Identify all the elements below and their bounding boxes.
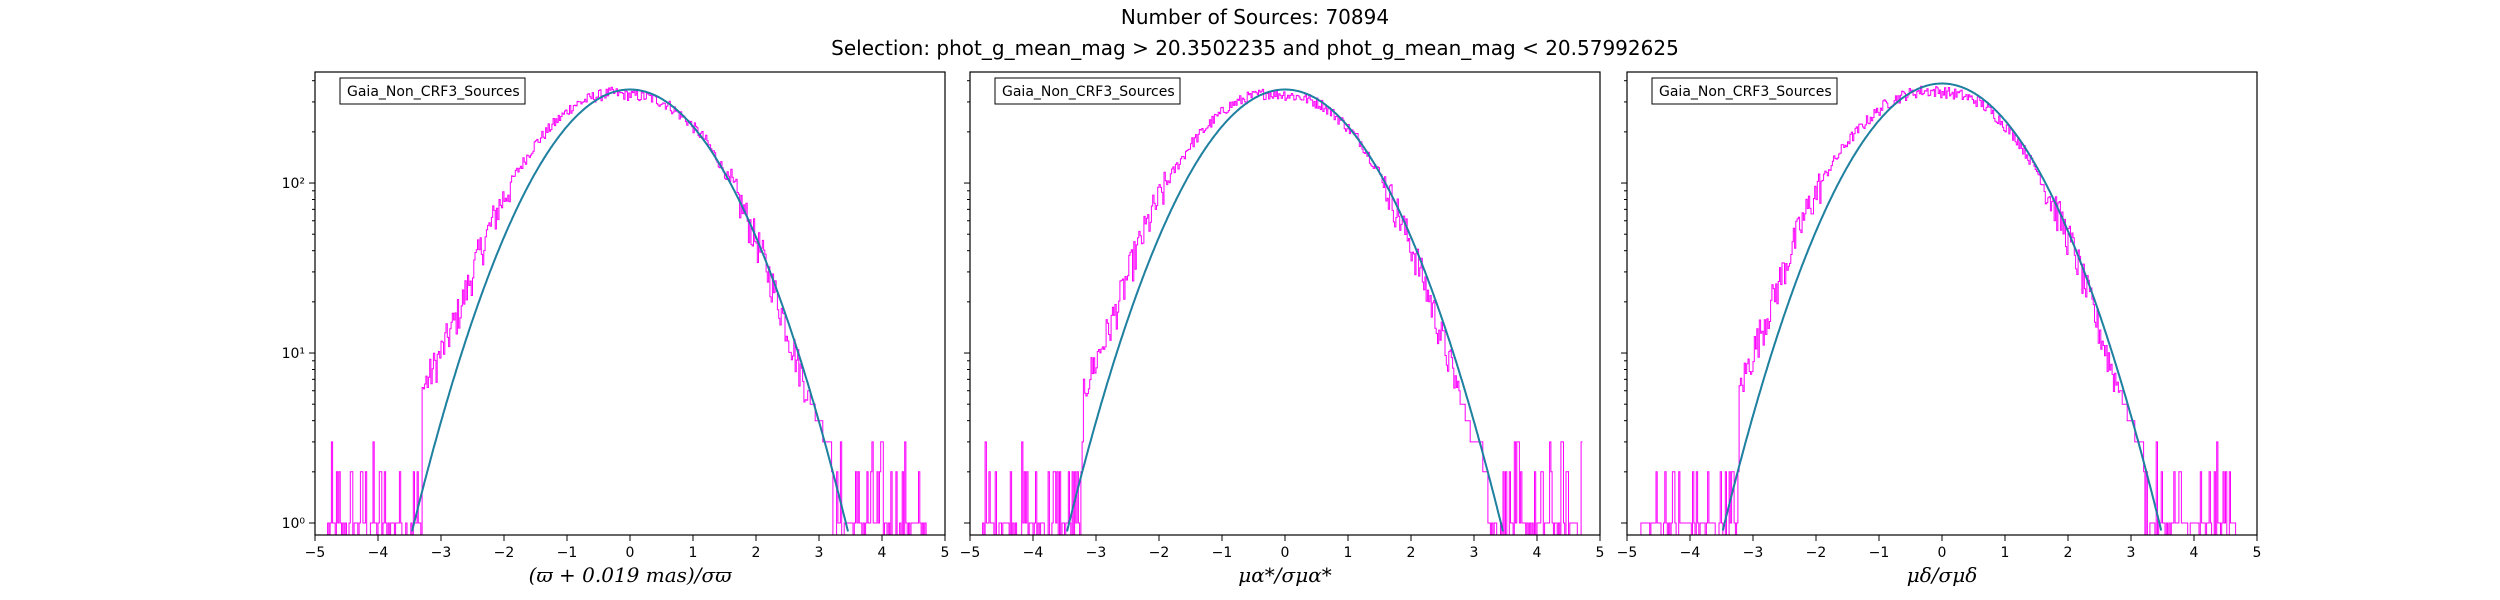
gaussian-fit-line [1721, 82, 2163, 531]
x-tick-label: −5 [305, 545, 326, 561]
x-axis-label: (ϖ + 0.019 mas)/σϖ [529, 563, 733, 587]
x-tick-label: −2 [1806, 545, 1827, 561]
legend-box [994, 77, 1181, 105]
axes-frame [969, 71, 1601, 536]
x-tick-label: 5 [1596, 545, 1605, 561]
x-tick-label: 3 [1470, 545, 1479, 561]
x-tick-label: −4 [368, 545, 389, 561]
gaussian-fit-highlight [1066, 88, 1504, 532]
histogram-steps [982, 88, 1583, 536]
x-tick-label: 4 [1533, 545, 1542, 561]
figure-title: Number of Sources: 70894 [1121, 5, 1389, 29]
x-tick-label: 2 [1407, 545, 1416, 561]
x-tick-label: −2 [1149, 545, 1170, 561]
y-tick-label: 10⁰ [282, 516, 306, 532]
legend-label: Gaia_Non_CRF3_Sources [1002, 84, 1175, 100]
x-tick-label: −1 [557, 545, 578, 561]
x-tick-label: 3 [815, 545, 824, 561]
x-tick-label: 1 [689, 545, 698, 561]
x-tick-label: 2 [752, 545, 761, 561]
gaussian-fit-highlight [411, 88, 849, 532]
x-axis-label: μα*/σμα* [1238, 563, 1331, 587]
panel-pmra: −5 −4 −3 −2 −1 0 1 2 3 4 5 Gaia_Non_CRF3_Sources μα*… [960, 71, 1605, 587]
legend-label: Gaia_Non_CRF3_Sources [1659, 84, 1832, 100]
x-tick-label: 4 [878, 545, 887, 561]
x-tick-label: −1 [1212, 545, 1233, 561]
panel-pmdec: −5 −4 −3 −2 −1 0 1 2 3 4 5 Gaia_Non_CRF3_Sources μδ/… [1617, 71, 2262, 587]
histogram-steps [327, 86, 928, 536]
x-tick-label: 3 [2127, 545, 2136, 561]
y-tick-label: 10² [282, 176, 305, 192]
x-tick-label: −4 [1023, 545, 1044, 561]
x-tick-label: 1 [1344, 545, 1353, 561]
axes-frame [314, 71, 946, 536]
x-axis-label: μδ/σμδ [1907, 563, 1977, 587]
axes-frame [1626, 71, 2258, 536]
figure-subtitle: Selection: phot_g_mean_mag > 20.3502235 … [831, 36, 1679, 60]
x-tick-label: −3 [1086, 545, 1107, 561]
legend-label: Gaia_Non_CRF3_Sources [347, 84, 520, 100]
x-tick-label: 0 [626, 545, 635, 561]
x-tick-label: 0 [1281, 545, 1290, 561]
panel-parallax: −5 −4 −3 −2 −1 0 1 2 3 4 5 10⁰ 10¹ 10² Gaia_Non_CRF3_S… [282, 71, 950, 587]
x-tick-label: −3 [431, 545, 452, 561]
x-tick-label: −2 [494, 545, 515, 561]
y-tick-label: 10¹ [282, 346, 305, 362]
x-tick-label: −4 [1680, 545, 1701, 561]
x-tick-label: −3 [1743, 545, 1764, 561]
x-tick-label: 5 [941, 545, 950, 561]
legend-box [1651, 77, 1838, 105]
x-tick-label: 2 [2064, 545, 2073, 561]
legend-box [339, 77, 526, 105]
x-tick-label: 1 [2001, 545, 2010, 561]
x-tick-label: 4 [2190, 545, 2199, 561]
histogram-steps [1640, 85, 2240, 536]
x-tick-label: 5 [2253, 545, 2262, 561]
x-tick-label: −1 [1869, 545, 1890, 561]
gaussian-fit-line [1066, 88, 1504, 532]
x-tick-label: −5 [1617, 545, 1638, 561]
gaussian-fit-highlight [1722, 82, 2162, 531]
x-tick-label: −5 [960, 545, 981, 561]
x-tick-label: 0 [1938, 545, 1947, 561]
